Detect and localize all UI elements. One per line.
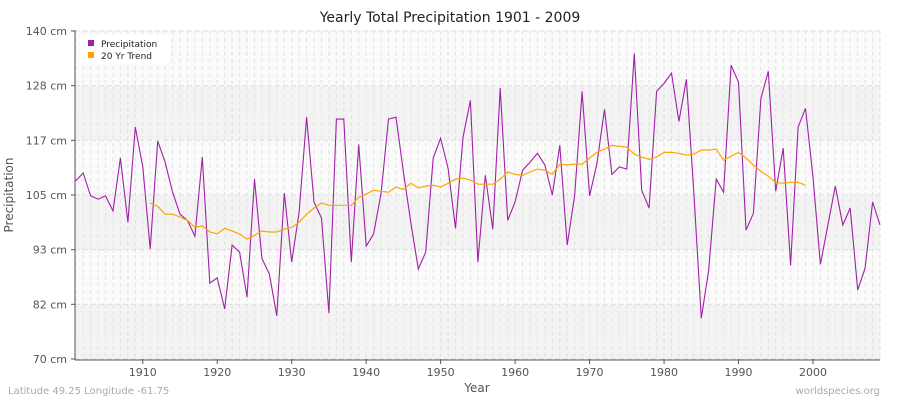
- y-tick-label: 70 cm: [33, 353, 67, 366]
- x-tick-label: 1990: [725, 366, 753, 379]
- chart-title: Yearly Total Precipitation 1901 - 2009: [319, 10, 581, 26]
- legend-label-trend: 20 Yr Trend: [101, 52, 152, 62]
- x-tick-label: 1920: [203, 366, 231, 379]
- x-tick-label: 1910: [129, 366, 157, 379]
- legend: Precipitation 20 Yr Trend: [80, 34, 170, 64]
- y-tick-label: 82 cm: [33, 298, 67, 311]
- x-tick-label: 1950: [427, 366, 455, 379]
- y-tick-label: 105 cm: [26, 189, 67, 202]
- y-axis-label: Precipitation: [2, 157, 16, 232]
- x-tick-label: 1980: [650, 366, 678, 379]
- y-tick-label: 140 cm: [26, 25, 67, 38]
- legend-swatch-trend: [88, 52, 94, 58]
- x-tick-label: 1960: [501, 366, 529, 379]
- legend-swatch-precipitation: [88, 40, 94, 46]
- footer-source: worldspecies.org: [796, 386, 880, 397]
- x-axis-label: Year: [463, 381, 489, 395]
- y-tick-label: 93 cm: [33, 244, 67, 257]
- x-tick-label: 1940: [352, 366, 380, 379]
- x-tick-label: 1970: [576, 366, 604, 379]
- legend-label-precipitation: Precipitation: [101, 40, 157, 50]
- x-tick-label: 2000: [799, 366, 827, 379]
- x-tick-label: 1930: [278, 366, 306, 379]
- y-tick-label: 128 cm: [26, 80, 67, 93]
- footer-location: Latitude 49.25 Longitude -61.75: [8, 386, 169, 397]
- precipitation-line: [75, 53, 881, 319]
- y-tick-label: 117 cm: [26, 134, 67, 147]
- trend-line: [149, 144, 806, 240]
